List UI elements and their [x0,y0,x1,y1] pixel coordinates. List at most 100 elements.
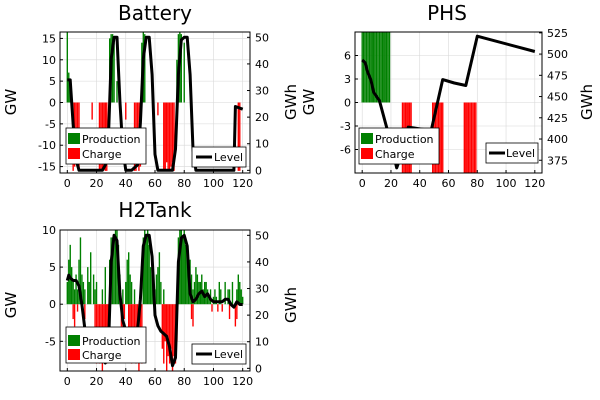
production-bar [145,237,147,305]
charge-bar [84,304,86,320]
charge-bar [125,102,127,120]
charge-bar [473,102,476,173]
production-bar [201,274,203,305]
phs-title: PHS [427,1,467,25]
phs-y-ticks: -6 -3 0 3 6 [340,50,358,157]
production-bar [362,32,365,103]
charge-bar [465,102,467,173]
x-tick-label: 100 [496,177,517,190]
battery-ylabel2: GWh [282,84,300,120]
production-bar [374,32,376,103]
production-bar [89,252,92,305]
production-bar [367,32,369,103]
phs-ylabel2: GWh [578,84,596,120]
charge-bar [173,102,175,171]
production-bar [69,244,71,305]
x-tick-label: 0 [359,177,366,190]
y2-tick-label: 40 [255,58,269,71]
x-tick-label: 20 [90,375,104,388]
charge-bar [168,102,171,171]
production-bar [155,274,158,305]
y2-tick-label: 20 [255,111,269,124]
charge-bar [91,102,93,120]
y-tick-label: 5 [49,261,56,274]
y2-tick-label: 0 [255,362,262,375]
production-bar [75,274,77,305]
production-bar [92,274,95,305]
battery-legend-line: Level [191,146,247,168]
production-bar [129,274,131,305]
x-tick-label: 0 [64,177,71,190]
production-bar [79,237,82,305]
h2tank-legend-line: Level [191,343,247,365]
production-bar [214,289,216,305]
y-tick-label: 6 [344,50,351,63]
x-tick-label: 120 [524,177,545,190]
charge-bar [164,102,166,171]
charge-bar [463,102,466,173]
y2-tick-label: 525 [547,27,568,40]
y2-tick-label: 30 [255,283,269,296]
production-bar [81,274,83,305]
production-bar [94,289,96,305]
production-bar [184,244,187,305]
charge-bar [161,304,164,349]
production-bar [203,281,206,305]
y-tick-label: 0 [344,97,351,110]
production-bar [113,42,115,103]
production-bar [388,32,391,103]
h2tank-ylabel: GW [2,292,20,319]
phs-y2-ticks: 375 400 425 450 475 500 525 [539,27,568,167]
production-bar [87,267,89,305]
production-bar [190,274,193,305]
x-tick-label: 80 [470,177,484,190]
production-bar [186,259,188,305]
production-bar [183,42,185,103]
charge-bar [104,304,107,349]
production-bar [151,274,153,305]
production-bar [95,281,98,305]
production-bar [133,289,136,305]
y2-tick-label: 400 [547,133,568,146]
production-bar [195,267,197,305]
legend-level-label: Level [214,151,243,164]
x-tick-label: 80 [177,375,191,388]
production-bar [82,281,85,305]
x-tick-label: 40 [119,177,133,190]
production-bar [196,274,199,305]
charge-bar [94,304,96,349]
production-bar [122,289,124,305]
charge-swatch [68,349,80,360]
production-bar [383,32,385,103]
production-bar [126,259,128,305]
production-bar [73,289,76,305]
production-bar [361,32,363,103]
production-bar [384,32,386,103]
y2-tick-label: 10 [255,138,269,151]
charge-bar [167,102,169,171]
production-bar [180,34,183,103]
x-tick-label: 40 [413,177,427,190]
x-tick-label: 120 [232,375,253,388]
charge-bar [237,102,240,171]
production-bar [144,230,146,305]
x-tick-label: 60 [442,177,456,190]
y2-tick-label: 475 [547,69,568,82]
charge-bar [236,304,238,320]
x-tick-label: 60 [148,375,162,388]
production-swatch [68,335,80,346]
production-bar [146,230,149,305]
y-tick-label: 10 [42,224,56,237]
production-bar [192,289,194,305]
h2tank-x-ticks: 0 20 40 60 80 100 120 [64,368,253,388]
charge-bar [469,102,471,173]
charge-bar [171,304,174,371]
y2-tick-label: 425 [547,112,568,125]
h2tank-legend-bars: Production Charge [65,326,147,364]
charge-bar [157,102,159,116]
y2-tick-label: 500 [547,48,568,61]
battery-legend-bars: Production Charge [65,127,147,165]
y-tick-label: -3 [340,120,351,133]
charge-bar [439,102,441,173]
charge-bar [72,304,74,320]
